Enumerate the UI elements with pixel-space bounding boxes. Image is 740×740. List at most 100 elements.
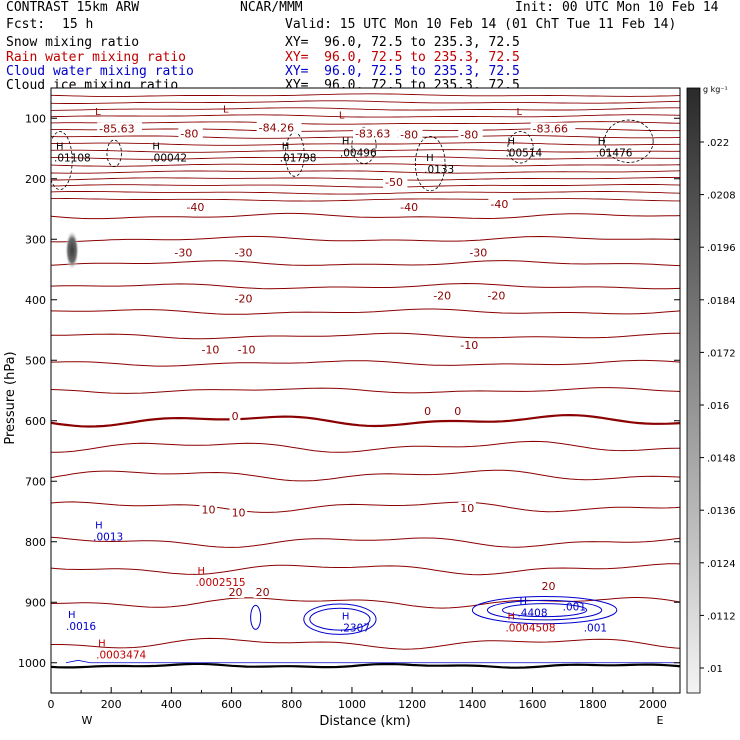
label-background bbox=[398, 201, 423, 214]
x-end-label-west: W bbox=[82, 714, 93, 727]
extremum-mark: H bbox=[95, 521, 103, 532]
colorbar-tick-label: .0208 bbox=[707, 191, 736, 202]
label-background bbox=[458, 339, 483, 352]
extremum-mark: H bbox=[68, 610, 76, 621]
isotherm-label: 20 bbox=[256, 586, 270, 599]
extremum-value: .0002515 bbox=[195, 577, 245, 589]
y-tick-label: 700 bbox=[25, 475, 46, 488]
colorbar-tick-label: .016 bbox=[707, 401, 729, 412]
extremum-value: .00042 bbox=[150, 152, 187, 164]
forecast-hour: 15 h bbox=[62, 17, 94, 32]
plot-frame bbox=[50, 87, 681, 694]
isotherm-line bbox=[51, 440, 680, 453]
colorbar-tick-label: .01 bbox=[707, 664, 723, 675]
isotherm-label: 0 bbox=[232, 410, 239, 423]
isotherm-label: 10 bbox=[232, 507, 246, 520]
cloud-ice-contour bbox=[351, 126, 377, 165]
extremum-value: .0016 bbox=[66, 621, 96, 633]
x-tick-label: 1400 bbox=[458, 698, 486, 711]
isotherm-label: -20 bbox=[433, 290, 451, 303]
isotherm-label: -50 bbox=[385, 176, 403, 189]
isotherm-label: -30 bbox=[174, 247, 192, 260]
field-name-snow: Snow mixing ratio bbox=[6, 35, 140, 50]
extremum-mark: H bbox=[598, 137, 606, 148]
isotherm-line bbox=[51, 387, 680, 394]
extremum-mark: H bbox=[197, 566, 205, 577]
extremum-value: .0004508 bbox=[505, 622, 555, 634]
cloud-ice-contour bbox=[51, 131, 73, 191]
isotherm-line bbox=[51, 93, 680, 97]
cloud-ice-contour bbox=[604, 119, 654, 163]
label-background bbox=[431, 289, 456, 302]
isotherm-line bbox=[51, 413, 680, 428]
isotherm-line bbox=[51, 121, 680, 125]
label-background bbox=[422, 405, 433, 418]
isotherm-line bbox=[51, 184, 680, 188]
extremum-mark: H bbox=[507, 611, 515, 622]
colorbar-tick-label: .0172 bbox=[707, 348, 736, 359]
isotherm-line bbox=[51, 260, 680, 267]
extremum-mark: L bbox=[339, 111, 345, 122]
isotherm-label: -40 bbox=[400, 201, 418, 214]
isotherm-label: -80 bbox=[460, 129, 478, 142]
x-tick-label: 1200 bbox=[398, 698, 426, 711]
surface-line bbox=[51, 662, 680, 669]
label-background bbox=[232, 292, 257, 305]
y-tick-label: 1000 bbox=[18, 657, 46, 670]
isotherm-line bbox=[51, 114, 680, 118]
x-tick-label: 800 bbox=[281, 698, 302, 711]
isotherm-line bbox=[51, 197, 680, 202]
y-tick-label: 500 bbox=[25, 354, 46, 367]
colorbar-tick-label: .0196 bbox=[707, 243, 736, 254]
y-tick-label: 900 bbox=[25, 596, 46, 609]
label-background bbox=[467, 246, 492, 259]
isotherm-line bbox=[51, 563, 680, 576]
label-background bbox=[229, 506, 248, 519]
isotherm-line bbox=[51, 191, 680, 195]
extremum-mark: L bbox=[516, 107, 522, 118]
label-background bbox=[199, 343, 224, 356]
label-background bbox=[97, 122, 142, 135]
x-tick-label: 1800 bbox=[579, 698, 607, 711]
chart-title: CONTRAST 15km ARW bbox=[6, 0, 140, 15]
field-name-cloud-water: Cloud water mixing ratio bbox=[6, 64, 194, 79]
colorbar-tick-label: .0124 bbox=[707, 559, 736, 570]
isotherm-label: -40 bbox=[490, 198, 508, 211]
colorbar-unit: g kg⁻¹ bbox=[703, 85, 728, 94]
x-tick-label: 1600 bbox=[519, 698, 547, 711]
cloud-ice-contour bbox=[507, 131, 534, 164]
colorbar-tick-label: .0112 bbox=[707, 611, 736, 622]
label-background bbox=[530, 122, 576, 135]
extremum-mark: H bbox=[98, 639, 106, 650]
isotherm-label: -40 bbox=[186, 201, 204, 214]
label-background bbox=[178, 127, 203, 140]
extremum-mark: H bbox=[519, 596, 527, 607]
x-tick-label: 200 bbox=[101, 698, 122, 711]
extremum-value: .00514 bbox=[505, 148, 542, 160]
field-name-rain: Rain water mixing ratio bbox=[6, 50, 187, 65]
colorbar: .022 .0208 .0196 .0184 .0172 .016 .0148 .0136 .0… bbox=[686, 87, 736, 694]
colorbar-tick-label: .0136 bbox=[707, 506, 736, 517]
extremum-value: .0133 bbox=[424, 164, 454, 176]
extremum-mark: H bbox=[342, 611, 350, 622]
label-background bbox=[539, 579, 558, 592]
cloud-water-contour bbox=[471, 596, 618, 625]
isotherm-label: -80 bbox=[180, 127, 198, 140]
isotherm-label: -10 bbox=[201, 343, 219, 356]
isotherm-line bbox=[51, 212, 680, 220]
extremum-value: .001 bbox=[563, 601, 586, 613]
isotherm-line bbox=[51, 142, 680, 146]
isotherm-line bbox=[51, 282, 680, 290]
x-axis-label: Distance (km) bbox=[319, 714, 410, 729]
extremum-value: .4408 bbox=[517, 607, 547, 619]
isotherm-label: 10 bbox=[201, 504, 215, 517]
x-tick-label: 0 bbox=[48, 698, 55, 711]
isotherm-label: 20 bbox=[229, 586, 243, 599]
label-background bbox=[488, 198, 513, 211]
cloud-water-contour bbox=[486, 599, 603, 621]
snow-maximum-shading bbox=[65, 230, 80, 271]
isotherm-line bbox=[51, 469, 680, 482]
label-background bbox=[452, 405, 464, 418]
x-tick-label: 2000 bbox=[639, 698, 667, 711]
